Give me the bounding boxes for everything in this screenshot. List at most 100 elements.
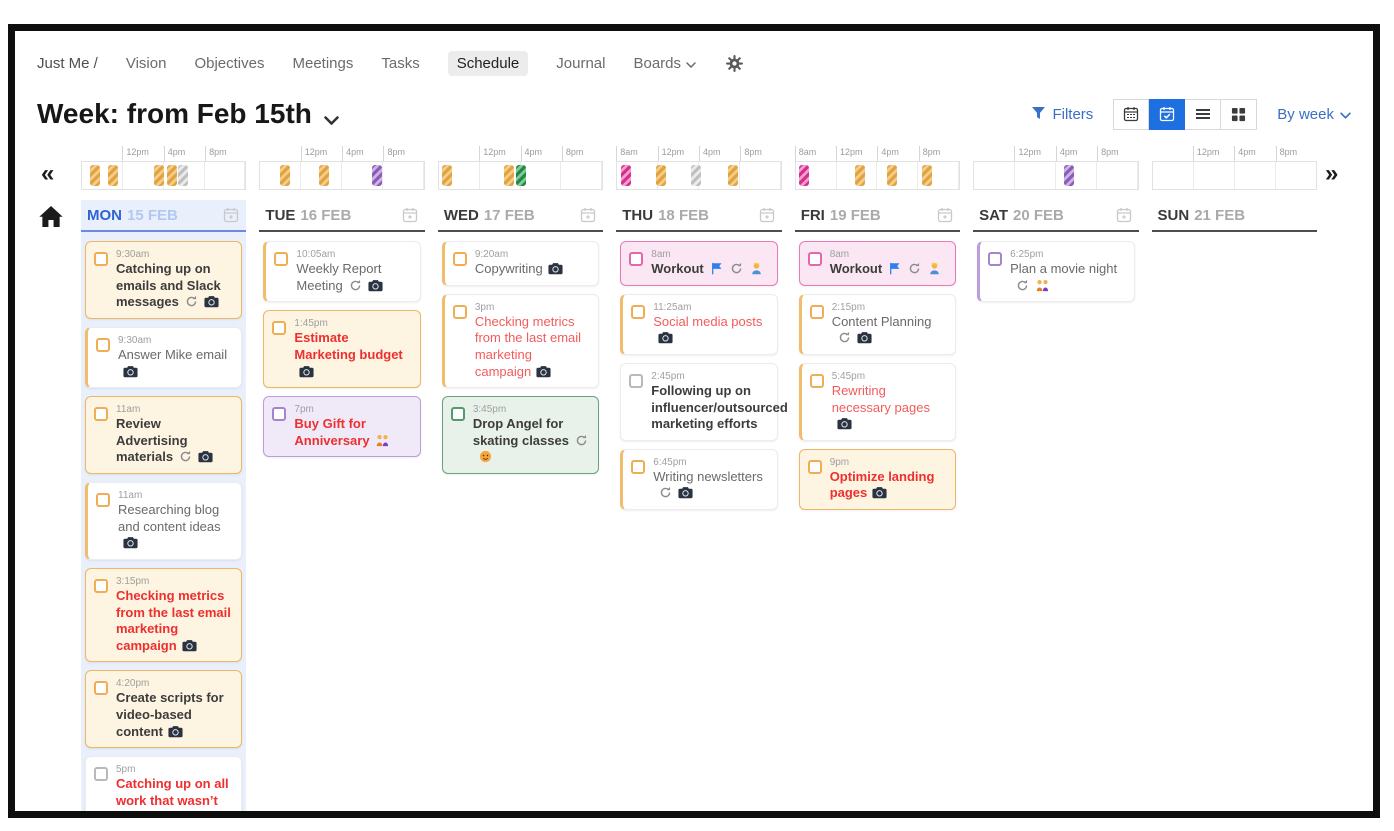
task-checkbox[interactable] [629,252,644,266]
task-time: 9pm [829,456,850,468]
task-card[interactable]: 8am Workout [620,241,778,286]
view-week-button[interactable] [1149,98,1186,130]
day-header-tue[interactable]: TUE 16 FEB [259,200,425,232]
task-checkbox[interactable] [988,252,1003,266]
filters-button[interactable]: Filters [1032,106,1093,123]
timeline-cell [796,162,837,189]
nav-item-vision[interactable]: Vision [126,55,167,72]
timeline-bar[interactable] [259,161,425,190]
timeline-task-block [371,165,382,186]
task-card[interactable]: 6:45pm Writing newsletters [620,448,778,510]
task-checkbox[interactable] [94,407,108,422]
task-checkbox[interactable] [631,459,646,474]
timeline-tick-label: 4pm [877,146,899,161]
page-title[interactable]: Week: from Feb 15th [37,96,339,132]
task-card[interactable]: 3:15pm Checking metrics from the last ema… [85,567,243,663]
view-month-button[interactable] [1113,98,1150,130]
camera-icon [678,486,693,499]
day-header-sun[interactable]: SUN 21 FEB [1151,200,1317,232]
day-header-thu[interactable]: THU 18 FEB [616,200,782,232]
task-card[interactable]: 3pm Checking metrics from the last email … [441,293,600,389]
add-task-calendar-icon[interactable] [1116,207,1132,223]
task-title-text: Content Planning [831,313,932,329]
nav-item-schedule[interactable]: Schedule [447,51,529,76]
task-card[interactable]: 11am Researching blog and content ideas [85,482,243,560]
task-card-body: 9:20am Copywriting [475,249,563,278]
home-icon[interactable] [39,206,63,232]
add-task-calendar-icon[interactable] [937,207,953,223]
task-card[interactable]: 6:25pm Plan a movie night [977,241,1135,303]
range-selector[interactable]: By week [1277,106,1351,123]
task-time: 11am [118,490,143,501]
task-checkbox[interactable] [94,681,108,696]
task-card[interactable]: 7pm Buy Gift for Anniversary [263,396,421,458]
day-header-wed[interactable]: WED 17 FEB [437,200,604,232]
task-card[interactable]: 3:45pm Drop Angel for skating classes [441,396,600,474]
task-card[interactable]: 9:20am Copywriting [441,241,600,286]
task-card[interactable]: 11am Review Advertising materials [85,396,243,474]
view-grid-button[interactable] [1221,98,1258,130]
add-task-calendar-icon[interactable] [402,207,418,223]
task-checkbox[interactable] [452,252,467,266]
task-checkbox[interactable] [452,304,467,319]
task-checkbox[interactable] [631,304,646,319]
task-checkbox[interactable] [94,252,108,266]
task-checkbox[interactable] [96,493,110,507]
timeline-labels: 8am 12pm 4pm 8pm [794,146,960,161]
task-card[interactable]: 5pm Catching up on all work that wasn’t a… [85,756,243,811]
timeline-bar[interactable] [973,161,1139,190]
task-card[interactable]: 11:25am Social media posts [620,293,778,355]
timeline-cell [1056,162,1097,189]
camera-icon [548,262,563,275]
task-card[interactable]: 9:30am Answer Mike email [85,326,243,389]
task-card[interactable]: 2:15pm Content Planning [798,293,957,355]
task-checkbox[interactable] [272,407,287,422]
add-task-calendar-icon[interactable] [580,207,596,223]
task-checkbox[interactable] [96,337,110,352]
view-list-button[interactable] [1185,98,1222,130]
task-card[interactable]: 8am Workout [798,241,957,286]
task-checkbox[interactable] [807,459,822,474]
task-card[interactable]: 5:45pm Rewriting necessary pages [798,362,957,441]
add-task-calendar-icon[interactable] [759,207,775,223]
previous-week-button[interactable]: « [41,160,55,187]
nav-item-objectives[interactable]: Objectives [194,55,264,72]
task-checkbox[interactable] [274,252,289,266]
add-task-calendar-icon[interactable] [223,207,239,223]
task-card[interactable]: 9pm Optimize landing pages [798,448,957,510]
task-title-text: Drop Angel for skating classes [472,416,569,448]
refresh-icon [184,295,199,308]
timeline-task-block [90,165,101,186]
task-card[interactable]: 9:30am Catching up on emails and Slack me… [85,241,243,319]
task-checkbox[interactable] [809,304,824,319]
task-checkbox[interactable] [272,321,287,336]
next-week-button[interactable]: » [1325,160,1339,187]
day-header-sat[interactable]: SAT 20 FEB [973,200,1139,232]
task-card[interactable]: 4:20pm Create scripts for video-based con… [85,670,243,749]
task-checkbox[interactable] [450,407,465,422]
timeline-bar[interactable] [616,161,782,190]
day-timeline: 12pm 4pm 8pm [259,146,425,190]
nav-item-journal[interactable]: Journal [556,55,605,72]
nav-item-tasks[interactable]: Tasks [381,55,419,72]
day-header-mon[interactable]: MON 15 FEB [81,200,247,232]
task-checkbox[interactable] [629,373,644,388]
day-header-fri[interactable]: FRI 19 FEB [794,200,961,232]
right-rail: » [1317,146,1361,811]
task-checkbox[interactable] [809,373,824,388]
timeline-bar[interactable] [1151,161,1317,190]
day-name: SAT [979,206,1008,224]
nav-item-boards[interactable]: Boards [633,55,696,72]
nav-item-meetings[interactable]: Meetings [292,55,353,72]
task-card[interactable]: 2:45pm Following up on influencer/outsour… [620,362,788,441]
breadcrumb[interactable]: Just Me / [37,55,98,72]
timeline-bar[interactable] [437,161,604,190]
timeline-bar[interactable] [81,161,247,190]
task-card[interactable]: 1:45pm Estimate Marketing budget [263,310,421,389]
timeline-bar[interactable] [794,161,961,190]
task-checkbox[interactable] [94,767,108,782]
task-checkbox[interactable] [807,252,822,266]
task-card[interactable]: 10:05am Weekly Report Meeting [263,241,421,303]
settings-gear-icon[interactable] [726,55,743,72]
task-checkbox[interactable] [94,578,108,593]
